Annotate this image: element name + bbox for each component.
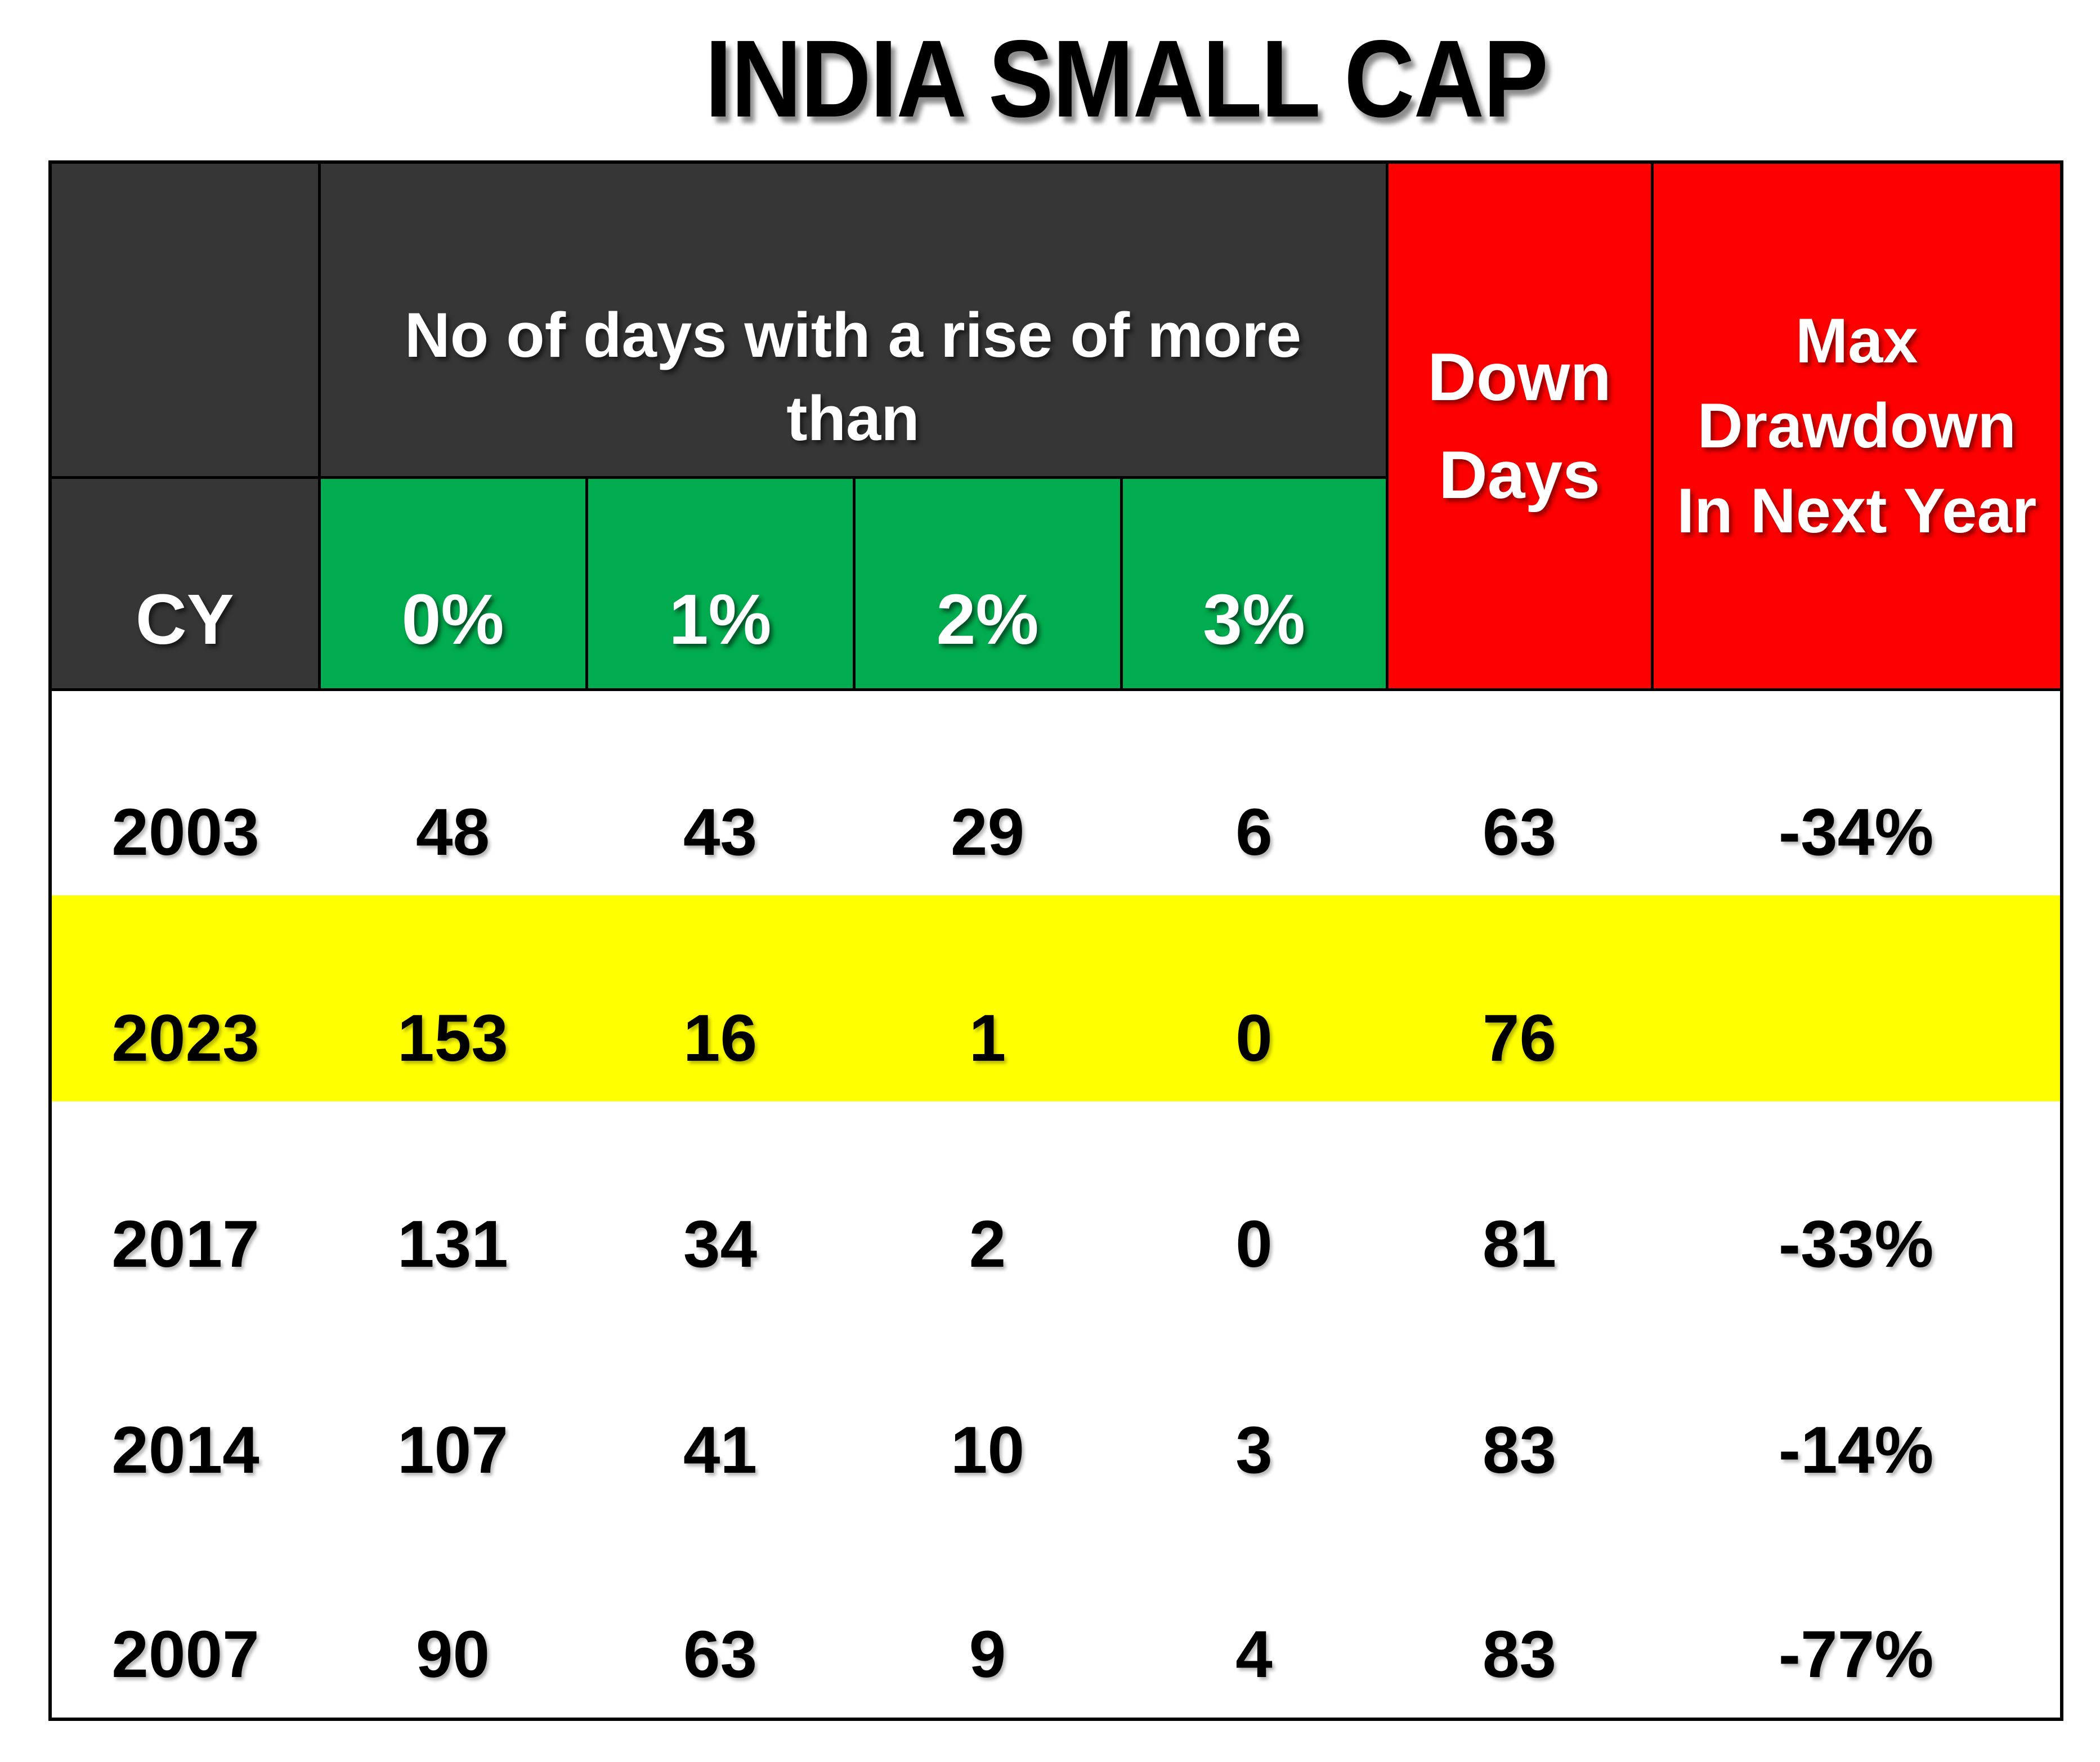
year-cell: 2007 — [50, 1513, 319, 1719]
year-cell: 2003 — [50, 689, 319, 895]
value-cell: 48 — [319, 689, 586, 895]
value-cell: 3 — [1121, 1307, 1387, 1513]
down-days-cell: 83 — [1387, 1513, 1652, 1719]
page-title-band: INDIA SMALL CAP — [152, 0, 2100, 158]
down-days-cell: 83 — [1387, 1307, 1652, 1513]
down-days-cell: 81 — [1387, 1101, 1652, 1307]
value-cell: 131 — [319, 1101, 586, 1307]
page-title: INDIA SMALL CAP — [705, 17, 1548, 140]
value-cell: 1 — [854, 895, 1121, 1101]
header-cell-cy: CY — [48, 476, 321, 691]
value-cell: 2 — [854, 1101, 1121, 1307]
india-small-cap-table: No of days with a rise of more than Down… — [48, 160, 2063, 1721]
header-cell-3pct: 3% — [1120, 476, 1389, 691]
header-cell-down-days: Down Days — [1385, 160, 1654, 691]
value-cell: 0 — [1121, 895, 1387, 1101]
table-row-2003: 2003 48 43 29 6 63 -34% — [50, 689, 2062, 895]
table-row-2007: 2007 90 63 9 4 83 -77% — [50, 1513, 2062, 1719]
max-drawdown-cell: -77% — [1652, 1513, 2062, 1719]
header-row-columns: CY 0% 1% 2% 3% — [48, 476, 2062, 691]
value-cell: 107 — [319, 1307, 586, 1513]
value-cell: 43 — [586, 689, 854, 895]
down-days-cell: 76 — [1387, 895, 1652, 1101]
max-drawdown-cell — [1652, 895, 2062, 1101]
year-cell: 2017 — [50, 1101, 319, 1307]
header-cell-0pct: 0% — [317, 476, 588, 691]
value-cell: 29 — [854, 689, 1121, 895]
max-drawdown-cell: -33% — [1652, 1101, 2062, 1307]
table-row-2014: 2014 107 41 10 3 83 -14% — [50, 1307, 2062, 1513]
value-cell: 10 — [854, 1307, 1121, 1513]
value-cell: 41 — [586, 1307, 854, 1513]
header-cell-cy-spacer — [48, 160, 321, 479]
year-cell: 2023 — [50, 895, 319, 1101]
value-cell: 4 — [1121, 1513, 1387, 1719]
max-drawdown-cell: -14% — [1652, 1307, 2062, 1513]
value-cell: 0 — [1121, 1101, 1387, 1307]
down-days-cell: 63 — [1387, 689, 1652, 895]
value-cell: 6 — [1121, 689, 1387, 895]
table-row-2017: 2017 131 34 2 0 81 -33% — [50, 1101, 2062, 1307]
value-cell: 63 — [586, 1513, 854, 1719]
value-cell: 9 — [854, 1513, 1121, 1719]
header-cell-1pct: 1% — [585, 476, 856, 691]
year-cell: 2014 — [50, 1307, 319, 1513]
value-cell: 90 — [319, 1513, 586, 1719]
header-cell-2pct: 2% — [852, 476, 1123, 691]
max-drawdown-cell: -34% — [1652, 689, 2062, 895]
header-cell-max-drawdown: Max Drawdown In Next Year — [1650, 160, 2063, 691]
value-cell: 34 — [586, 1101, 854, 1307]
header-row-group: No of days with a rise of more than Down… — [48, 160, 2063, 691]
header-cell-rise-group: No of days with a rise of more than — [317, 160, 1389, 479]
value-cell: 153 — [319, 895, 586, 1101]
table-row-2023-highlighted: 2023 153 16 1 0 76 — [50, 895, 2062, 1101]
value-cell: 16 — [586, 895, 854, 1101]
